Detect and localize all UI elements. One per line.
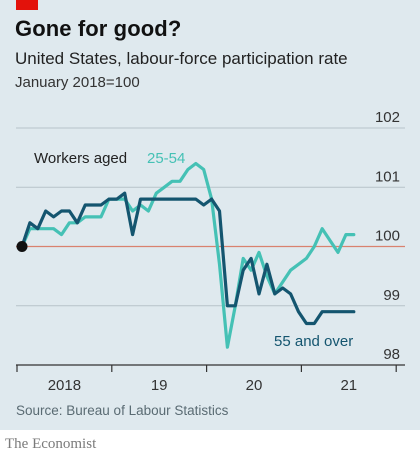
source-note: Source: Bureau of Labour Statistics [16,403,229,418]
x-tick-label: 20 [246,377,263,394]
legend-prefix-label: Workers aged [34,150,127,167]
y-tick-label: 98 [383,346,400,363]
chart-card [0,0,420,430]
y-tick-label: 99 [383,287,400,304]
x-tick-label: 19 [151,377,168,394]
chart-subtitle: United States, labour-force participatio… [15,49,348,68]
economist-logo: The Economist [5,436,97,452]
y-tick-label: 100 [375,228,400,245]
x-tick-label: 21 [340,377,357,394]
y-tick-label: 102 [375,109,400,126]
y-tick-label: 101 [375,168,400,185]
series-line-55-and-over [20,191,356,326]
chart-note: January 2018=100 [15,74,140,91]
series-label-25-54: 25-54 [147,150,185,167]
chart-title: Gone for good? [15,16,182,41]
series-label-55-and-over: 55 and over [274,333,353,350]
x-tick-label: 2018 [48,377,81,394]
start-point-marker [16,241,28,252]
brand-red-tag [16,0,38,10]
